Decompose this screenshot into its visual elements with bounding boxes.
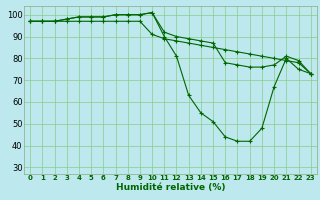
X-axis label: Humidité relative (%): Humidité relative (%) xyxy=(116,183,225,192)
